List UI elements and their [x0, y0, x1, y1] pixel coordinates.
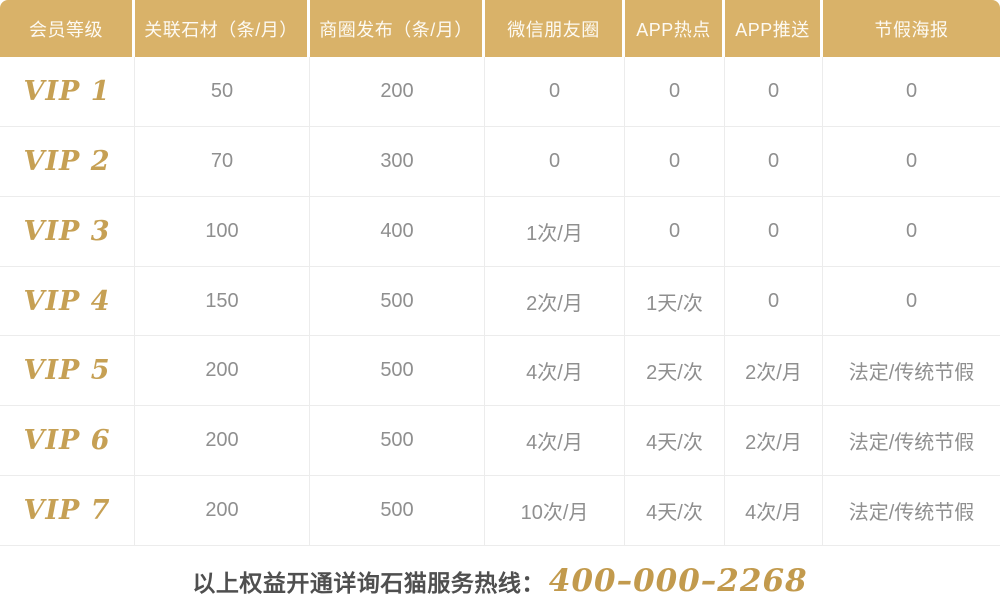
value-cell: 100: [135, 196, 310, 266]
value-cell: 200: [135, 406, 310, 476]
value-cell: 法定/传统节假: [848, 432, 975, 455]
value-cell: 200: [135, 476, 310, 546]
value-cell: 0: [725, 196, 823, 266]
value-cell: 0: [625, 196, 725, 266]
tier-label: VIP 5: [0, 336, 135, 406]
value-cell: 0: [905, 79, 918, 102]
value-cell: 0: [905, 289, 918, 312]
value-cell: 150: [135, 266, 310, 336]
value-cell: 0: [625, 126, 725, 196]
hotline-phone-number: 400–000–2268: [548, 562, 808, 599]
tier-label: VIP 1: [0, 57, 135, 126]
table-row-vip6: VIP 6 200 500 4次/月 4天/次 2次/月 法定/传统节假: [0, 406, 1000, 477]
header-district-publish: 商圈发布（条/月）: [310, 0, 485, 57]
value-cell: 0: [725, 57, 823, 126]
value-cell: 4次/月: [725, 476, 823, 546]
value-cell: 法定/传统节假: [848, 362, 975, 385]
value-cell: 0: [725, 126, 823, 196]
value-cell: 400: [310, 196, 485, 266]
value-cell: 0: [725, 266, 823, 336]
value-cell: 500: [310, 336, 485, 406]
value-cell: 法定/传统节假: [848, 502, 975, 525]
header-wechat-moments: 微信朋友圈: [485, 0, 625, 57]
value-cell: 200: [310, 57, 485, 126]
value-cell: 2天/次: [625, 336, 725, 406]
value-cell: 300: [310, 126, 485, 196]
tier-label: VIP 3: [0, 196, 135, 266]
value-cell: 2次/月: [725, 336, 823, 406]
table-row-vip2: VIP 2 70 300 0 0 0 0: [0, 126, 1000, 197]
table-row-vip4: VIP 4 150 500 2次/月 1天/次 0 0: [0, 266, 1000, 337]
tier-label: VIP 2: [0, 126, 135, 196]
table-header-row: 会员等级 关联石材（条/月） 商圈发布（条/月） 微信朋友圈 APP热点 APP…: [0, 0, 1000, 57]
value-cell: 4天/次: [625, 406, 725, 476]
footer-hotline: 以上权益开通详询石猫服务热线： 400–000–2268: [0, 545, 1000, 615]
header-holiday-poster: 节假海报: [823, 0, 1000, 57]
value-cell: 0: [485, 126, 625, 196]
tier-label: VIP 7: [0, 476, 135, 546]
value-cell: 2次/月: [725, 406, 823, 476]
header-app-push: APP推送: [725, 0, 823, 57]
value-cell: 4次/月: [485, 406, 625, 476]
value-cell: 500: [310, 406, 485, 476]
value-cell: 0: [905, 149, 918, 172]
value-cell: 500: [310, 476, 485, 546]
value-cell: 0: [625, 57, 725, 126]
value-cell: 10次/月: [485, 476, 625, 546]
value-cell: 0: [905, 219, 918, 242]
header-app-hotspot: APP热点: [625, 0, 725, 57]
table-row-vip5: VIP 5 200 500 4次/月 2天/次 2次/月 法定/传统节假: [0, 336, 1000, 407]
value-cell: 70: [135, 126, 310, 196]
value-cell: 1天/次: [625, 266, 725, 336]
value-cell: 200: [135, 336, 310, 406]
table-row-vip7: VIP 7 200 500 10次/月 4天/次 4次/月 法定/传统节假: [0, 476, 1000, 546]
value-cell: 4次/月: [485, 336, 625, 406]
header-linked-stone: 关联石材（条/月）: [135, 0, 310, 57]
header-member-level: 会员等级: [0, 0, 135, 57]
table-row-vip3: VIP 3 100 400 1次/月 0 0 0: [0, 196, 1000, 267]
value-cell: 2次/月: [485, 266, 625, 336]
value-cell: 4天/次: [625, 476, 725, 546]
tier-label: VIP 4: [0, 266, 135, 336]
value-cell: 500: [310, 266, 485, 336]
hotline-label: 以上权益开通详询石猫服务热线：: [192, 569, 545, 596]
table-body: VIP 1 50 200 0 0 0 0 VIP 2 70 300 0 0 0 …: [0, 57, 1000, 546]
tier-label: VIP 6: [0, 406, 135, 476]
table-row-vip1: VIP 1 50 200 0 0 0 0: [0, 57, 1000, 127]
value-cell: 50: [135, 57, 310, 126]
value-cell: 0: [485, 57, 625, 126]
value-cell: 1次/月: [485, 196, 625, 266]
